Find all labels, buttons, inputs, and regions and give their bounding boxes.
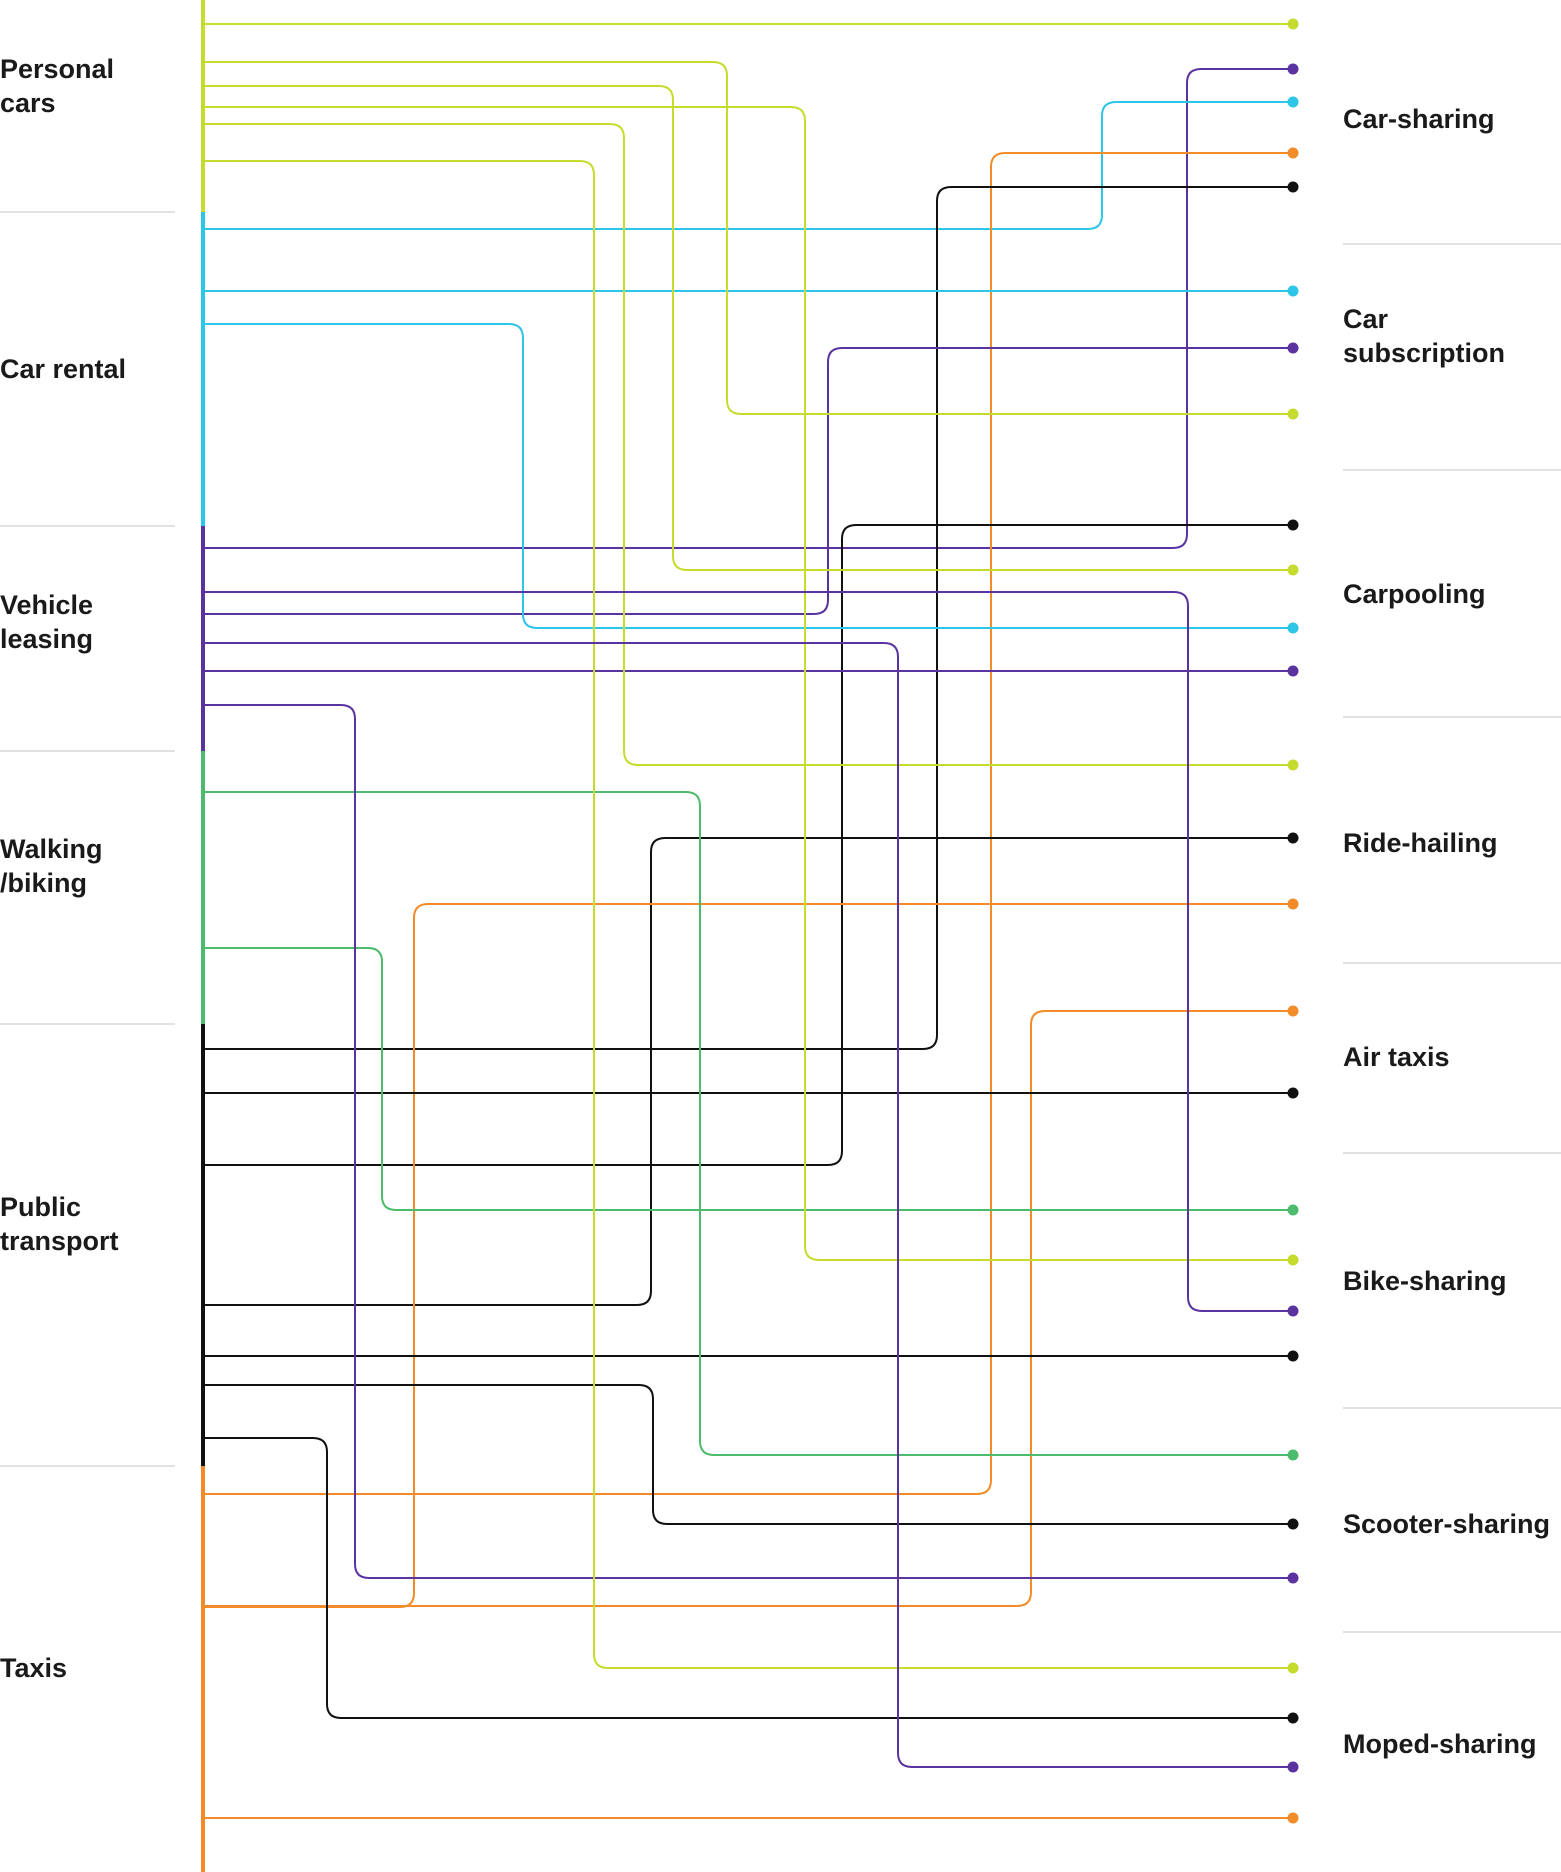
endpoint-dot-personal-cars-to-car-subscription <box>1287 408 1299 420</box>
source-label-taxis: Taxis <box>0 1653 67 1683</box>
endpoint-dot-public-transport-to-scooter-sharing <box>1287 1518 1299 1530</box>
connector-public-transport-to-scooter-sharing <box>203 1384 1293 1525</box>
endpoint-dot-public-transport-to-bike-sharing <box>1287 1350 1299 1362</box>
target-label-air-taxis: Air taxis <box>1343 1042 1450 1072</box>
source-label-personal-cars: Personal cars <box>0 54 114 118</box>
endpoint-dot-public-transport-to-carpooling <box>1287 519 1299 531</box>
connector-taxis-to-car-sharing <box>203 152 1293 1495</box>
source-label-public-transport: Public transport <box>0 1192 119 1256</box>
endpoint-dot-public-transport-to-air-taxis <box>1287 1087 1299 1099</box>
target-label-line: Moped-sharing <box>1343 1729 1537 1759</box>
endpoint-dot-car-rental-to-car-subscription <box>1287 285 1299 297</box>
endpoint-dot-taxis-to-car-sharing <box>1287 147 1299 159</box>
target-label-line: Bike-sharing <box>1343 1266 1507 1296</box>
connector-public-transport-to-moped-sharing <box>203 1437 1293 1719</box>
target-label-car-subscription: Car subscription <box>1343 304 1505 368</box>
endpoint-dot-vehicle-leasing-to-car-subscription <box>1287 342 1299 354</box>
connector-personal-cars-to-car-subscription <box>203 61 1293 415</box>
separators <box>0 211 1561 1633</box>
source-label-line: transport <box>0 1226 119 1256</box>
endpoint-dot-personal-cars-to-moped-sharing <box>1287 1662 1299 1674</box>
endpoint-dot-public-transport-to-car-sharing <box>1287 181 1299 193</box>
source-label-walking-biking: Walking/biking <box>0 834 103 898</box>
endpoint-dot-personal-cars-to-bike-sharing <box>1287 1254 1299 1266</box>
endpoint-dot-vehicle-leasing-to-moped-sharing <box>1287 1761 1299 1773</box>
endpoint-dot-personal-cars-to-car-sharing <box>1287 18 1299 30</box>
source-label-line: Walking <box>0 834 103 864</box>
endpoint-dot-personal-cars-to-ride-hailing <box>1287 759 1299 771</box>
connector-car-rental-to-carpooling <box>203 323 1293 629</box>
source-label-line: leasing <box>0 624 93 654</box>
source-label-line: Personal <box>0 54 114 84</box>
endpoint-dot-public-transport-to-moped-sharing <box>1287 1712 1299 1724</box>
connectors <box>203 23 1293 1819</box>
connector-walking-biking-to-scooter-sharing <box>203 791 1293 1456</box>
endpoint-dot-taxis-to-air-taxis <box>1287 1005 1299 1017</box>
connector-public-transport-to-car-sharing <box>203 186 1293 1050</box>
target-label-moped-sharing: Moped-sharing <box>1343 1729 1537 1759</box>
endpoint-dot-car-rental-to-carpooling <box>1287 622 1299 634</box>
connector-walking-biking-to-bike-sharing <box>203 947 1293 1211</box>
target-label-car-sharing: Car-sharing <box>1343 104 1495 134</box>
endpoint-dot-vehicle-leasing-to-carpooling <box>1287 665 1299 677</box>
connector-vehicle-leasing-to-car-subscription <box>203 347 1293 615</box>
source-label-line: Taxis <box>0 1653 67 1683</box>
connector-vehicle-leasing-to-scooter-sharing <box>203 704 1293 1579</box>
source-label-car-rental: Car rental <box>0 354 126 384</box>
target-label-carpooling: Carpooling <box>1343 579 1486 609</box>
connector-personal-cars-to-bike-sharing <box>203 106 1293 1261</box>
target-label-line: subscription <box>1343 338 1505 368</box>
endpoint-dot-vehicle-leasing-to-scooter-sharing <box>1287 1572 1299 1584</box>
endpoint-dot-taxis-to-moped-sharing <box>1287 1812 1299 1824</box>
connector-taxis-to-air-taxis <box>203 1010 1293 1607</box>
target-label-line: Scooter-sharing <box>1343 1509 1550 1539</box>
connector-public-transport-to-ride-hailing <box>203 837 1293 1306</box>
source-label-line: Car rental <box>0 354 126 384</box>
target-label-ride-hailing: Ride-hailing <box>1343 828 1498 858</box>
endpoint-dot-walking-biking-to-bike-sharing <box>1287 1204 1299 1216</box>
connector-public-transport-to-carpooling <box>203 524 1293 1166</box>
connector-vehicle-leasing-to-moped-sharing <box>203 642 1293 1768</box>
endpoint-dot-vehicle-leasing-to-bike-sharing <box>1287 1305 1299 1317</box>
connector-car-rental-to-car-sharing <box>203 101 1293 230</box>
source-labels: Personal cars Car rental Vehicle leasing Walk… <box>0 54 126 1683</box>
endpoints <box>1287 18 1299 1824</box>
target-label-bike-sharing: Bike-sharing <box>1343 1266 1507 1296</box>
target-label-line: Car-sharing <box>1343 104 1495 134</box>
connector-vehicle-leasing-to-car-sharing <box>203 68 1293 549</box>
target-label-line: Carpooling <box>1343 579 1486 609</box>
endpoint-dot-personal-cars-to-carpooling <box>1287 564 1299 576</box>
endpoint-dot-vehicle-leasing-to-car-sharing <box>1287 63 1299 75</box>
source-label-line: Vehicle <box>0 590 93 620</box>
target-labels: Car-sharing Car subscription Carpooling Ride… <box>1343 104 1550 1759</box>
target-label-line: Ride-hailing <box>1343 828 1498 858</box>
endpoint-dot-walking-biking-to-scooter-sharing <box>1287 1449 1299 1461</box>
source-label-line: cars <box>0 88 56 118</box>
endpoint-dot-car-rental-to-car-sharing <box>1287 96 1299 108</box>
connector-personal-cars-to-ride-hailing <box>203 123 1293 766</box>
connector-personal-cars-to-carpooling <box>203 85 1293 571</box>
connector-vehicle-leasing-to-bike-sharing <box>203 591 1293 1312</box>
source-label-line: /biking <box>0 868 87 898</box>
target-label-line: Air taxis <box>1343 1042 1450 1072</box>
endpoint-dot-public-transport-to-ride-hailing <box>1287 832 1299 844</box>
source-label-vehicle-leasing: Vehicle leasing <box>0 590 93 654</box>
target-label-scooter-sharing: Scooter-sharing <box>1343 1509 1550 1539</box>
source-label-line: Public <box>0 1192 81 1222</box>
connector-taxis-to-ride-hailing <box>203 903 1293 1608</box>
target-label-line: Car <box>1343 304 1389 334</box>
endpoint-dot-taxis-to-ride-hailing <box>1287 898 1299 910</box>
connector-personal-cars-to-moped-sharing <box>203 160 1293 1669</box>
